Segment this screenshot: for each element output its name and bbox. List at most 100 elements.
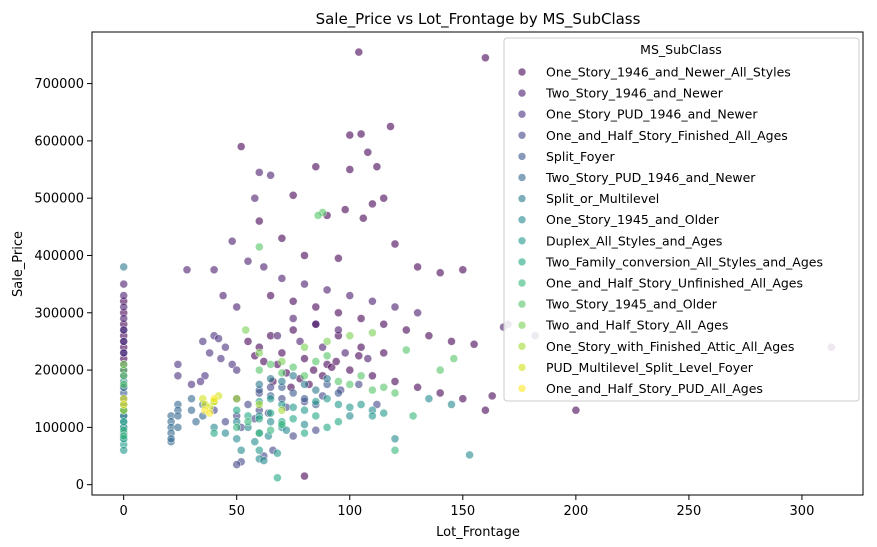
legend-label: One_and_Half_Story_Finished_All_Ages [546,128,788,143]
data-point [435,388,445,398]
y-tick-label: 400000 [34,249,84,264]
data-point [266,382,275,392]
data-point [300,251,309,260]
legend-marker [517,320,527,330]
data-point [300,394,309,404]
data-point [119,262,128,272]
data-point [345,411,355,421]
data-point [250,193,260,203]
y-axis-label: Sale_Price [11,231,26,297]
data-point [232,423,241,432]
data-point [119,314,128,323]
data-point [354,47,364,57]
data-point [288,402,298,412]
data-point [221,417,230,427]
data-point [243,337,253,346]
data-point [390,388,400,398]
data-point [232,434,241,444]
data-point [119,279,128,289]
data-point [356,400,366,409]
data-point [300,380,309,389]
data-point [345,165,355,174]
data-point [368,328,377,338]
data-point [345,331,355,341]
x-tick-label: 250 [676,504,701,519]
legend-marker [517,67,527,77]
data-point [334,400,343,409]
data-point [318,342,327,352]
data-point [119,445,128,455]
data-point [372,162,382,171]
data-point [300,371,309,381]
data-point [266,171,275,180]
legend-label: One_Story_PUD_1946_and_Newer [546,107,758,122]
data-point [322,374,332,384]
data-point [358,213,368,223]
data-point [368,199,377,209]
data-point [277,348,287,358]
legend-marker [517,299,527,309]
data-point [300,471,309,481]
data-point [311,302,321,312]
legend-label: Two_Story_1946_and_Newer [545,86,724,101]
data-point [481,405,490,415]
data-point [334,325,343,335]
data-point [254,400,264,409]
data-point [322,337,332,346]
legend-marker [517,341,527,351]
data-point [379,348,389,358]
data-point [187,405,196,415]
data-point [166,434,176,444]
data-point [311,397,321,406]
data-point [386,122,395,131]
data-point [254,348,264,358]
data-point [300,405,309,415]
data-point [266,374,275,384]
data-point [232,405,241,415]
data-point [413,262,422,272]
data-point [196,377,205,386]
data-point [322,351,332,361]
data-point [266,291,275,300]
x-axis-label: Lot_Frontage [436,525,520,540]
data-point [334,308,343,318]
data-point [232,394,241,404]
data-point [379,319,389,329]
plot-frame [91,31,864,496]
data-point [300,354,309,363]
data-point [232,365,241,375]
points-layer [119,47,836,483]
data-point [119,360,128,369]
data-point [379,408,389,418]
data-point [311,162,321,171]
data-point [209,428,219,438]
data-point [288,414,298,424]
data-point [435,365,445,375]
data-point [241,325,250,335]
data-point [119,380,128,389]
data-point [173,371,183,381]
data-point [250,437,260,447]
x-tick-label: 50 [228,504,245,519]
data-point [259,456,269,465]
data-point [119,400,128,409]
data-point [379,193,389,203]
data-point [227,236,237,246]
data-point [401,345,411,355]
data-point [313,211,323,220]
data-point [311,319,321,329]
legend-marker [517,109,527,119]
data-point [209,265,219,275]
data-point [372,400,382,409]
y-tick-label: 0 [76,478,84,493]
data-point [277,234,287,243]
data-point [277,368,287,378]
legend-label: Two_Family_conversion_All_Styles_and_Age… [545,254,823,269]
data-point [277,377,287,386]
x-axis: 0 50 100 150 200 250 300 [120,495,814,519]
data-point [277,357,287,366]
legend-box [503,37,860,402]
y-axis: 0 100000 200000 300000 400000 500000 600000 700… [34,77,92,493]
data-point [345,130,355,140]
data-point [288,371,298,381]
